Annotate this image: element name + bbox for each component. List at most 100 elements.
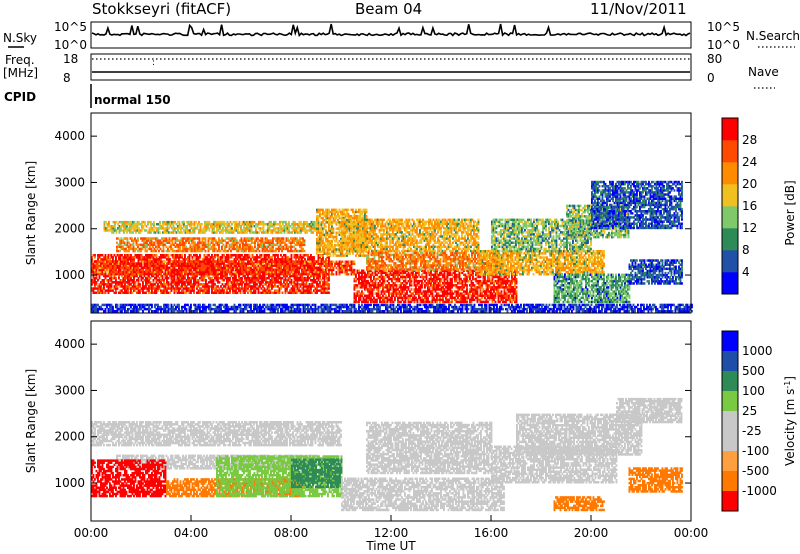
power-cell-1 xyxy=(118,273,120,276)
power-cell-0 xyxy=(227,287,230,290)
power-cell-0 xyxy=(248,285,251,288)
power-cell-0 xyxy=(181,266,183,269)
power-cell-3 xyxy=(138,229,140,232)
power-cell-0 xyxy=(109,258,111,261)
power-cell-0 xyxy=(142,291,144,294)
power-cell-2 xyxy=(203,247,205,251)
power-cell-0 xyxy=(158,258,161,261)
power-cell-0 xyxy=(289,289,291,292)
power-cell-0 xyxy=(311,291,314,294)
power-cell-2 xyxy=(119,245,121,249)
power-cell-1 xyxy=(127,266,129,270)
power-cell-0 xyxy=(221,287,224,290)
power-cell-1 xyxy=(152,264,155,268)
power-cell-1 xyxy=(328,260,330,263)
power-cell-0 xyxy=(223,291,225,294)
power-cell-0 xyxy=(226,264,228,267)
power-cell-0 xyxy=(130,254,132,257)
power-cell-0 xyxy=(268,283,270,286)
power-cell-3 xyxy=(103,225,106,228)
power-cell-2 xyxy=(155,249,157,253)
power-cell-0 xyxy=(260,266,263,269)
power-cell-0 xyxy=(152,274,155,278)
power-cell-1 xyxy=(256,260,258,263)
power-cell-0 xyxy=(256,283,258,286)
power-cell-0 xyxy=(298,258,300,261)
power-cell-1 xyxy=(325,273,327,276)
power-cell-3 xyxy=(153,223,155,226)
power-cell-2 xyxy=(165,237,168,240)
power-cell-1 xyxy=(146,273,149,276)
power-cell-2 xyxy=(116,249,118,253)
power-cell-1 xyxy=(230,262,233,265)
power-cell-3 xyxy=(106,225,109,228)
power-cell-2 xyxy=(164,239,166,242)
power-cell-0 xyxy=(149,291,152,294)
power-cell-1 xyxy=(164,268,167,272)
power-cell-0 xyxy=(205,256,207,259)
power-cell-0 xyxy=(127,258,129,261)
power-cell-0 xyxy=(203,270,206,274)
power-cell-1 xyxy=(310,262,312,265)
power-cell-1 xyxy=(347,268,350,272)
power-cell-3 xyxy=(157,227,160,230)
power-cell-1 xyxy=(209,260,212,263)
power-cell-1 xyxy=(196,270,198,274)
power-cell-1 xyxy=(232,268,234,272)
power-cell-0 xyxy=(170,285,173,288)
power-cell-2 xyxy=(201,239,204,242)
power-cell-0 xyxy=(269,291,272,294)
power-cell-2 xyxy=(179,241,181,244)
power-cell-2 xyxy=(281,239,283,242)
power-cell-1 xyxy=(148,266,150,270)
power-cell-0 xyxy=(245,289,248,292)
power-cell-2 xyxy=(125,247,127,251)
power-cell-0 xyxy=(124,283,126,286)
power-cell-0 xyxy=(227,276,230,280)
power-cell-3 xyxy=(117,227,119,230)
power-cell-0 xyxy=(278,258,281,261)
power-cell-0 xyxy=(212,291,215,294)
power-cell-1 xyxy=(308,273,311,276)
power-cell-0 xyxy=(145,272,147,276)
power-cell-0 xyxy=(182,264,185,267)
power-cell-0 xyxy=(244,287,246,290)
power-cell-1 xyxy=(125,268,128,272)
power-cell-0 xyxy=(113,281,116,284)
power-cell-3 xyxy=(136,220,139,224)
power-cell-0 xyxy=(208,291,210,294)
power-cell-1 xyxy=(166,264,168,268)
power-cell-1 xyxy=(280,266,282,270)
power-cell-0 xyxy=(322,289,324,292)
power-cell-1 xyxy=(119,270,122,274)
power-cell-1 xyxy=(215,264,218,268)
power-cell-0 xyxy=(145,281,147,284)
power-cell-1 xyxy=(107,273,110,276)
power-cell-3 xyxy=(105,229,107,232)
power-cell-0 xyxy=(296,287,299,290)
power-cell-2 xyxy=(137,249,139,253)
power-cell-0 xyxy=(139,274,141,278)
power-cell-2 xyxy=(228,239,231,242)
power-cell-0 xyxy=(158,279,161,282)
power-cell-1 xyxy=(157,262,159,265)
power-cell-3 xyxy=(123,227,125,230)
power-cell-0 xyxy=(128,279,131,282)
power-cell-0 xyxy=(193,276,195,280)
power-cell-0 xyxy=(163,279,165,282)
power-cell-0 xyxy=(200,272,203,276)
power-cell-2 xyxy=(120,239,123,242)
power-cell-0 xyxy=(274,260,276,263)
power-cell-0 xyxy=(214,276,216,280)
power-cell-1 xyxy=(230,273,233,276)
power-cell-3 xyxy=(124,229,127,232)
power-cell-0 xyxy=(196,279,198,282)
power-cell-0 xyxy=(173,287,176,290)
power-cell-0 xyxy=(146,274,149,278)
power-cell-2 xyxy=(275,237,277,240)
power-cell-0 xyxy=(115,283,117,286)
power-cell-0 xyxy=(127,274,129,278)
power-cell-0 xyxy=(113,274,116,278)
power-cell-1 xyxy=(271,264,273,268)
power-cell-2 xyxy=(251,241,253,244)
